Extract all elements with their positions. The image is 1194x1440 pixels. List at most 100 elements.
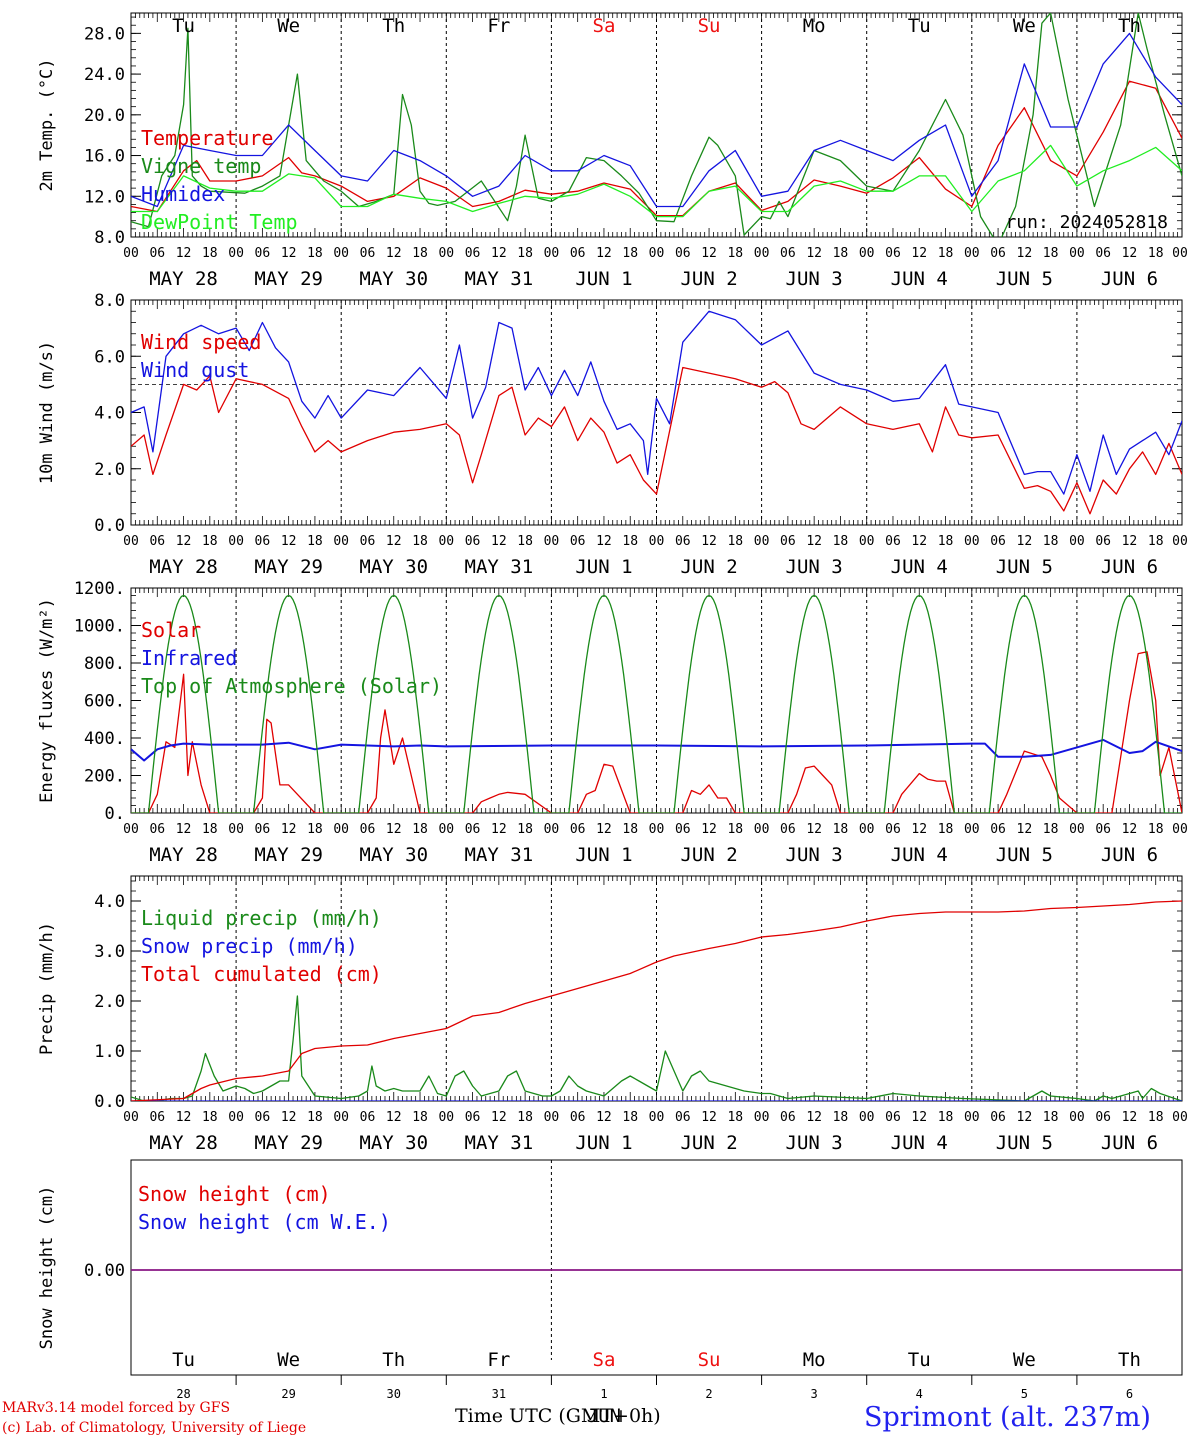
hour-label: 00 xyxy=(754,1110,770,1125)
series-line-top-of-atmosphere-solar- xyxy=(131,594,1182,813)
hour-label: 00 xyxy=(964,1110,980,1125)
hour-label: 06 xyxy=(570,534,586,549)
hour-label: 18 xyxy=(833,822,849,837)
energy-series-group xyxy=(131,594,1182,813)
hour-label: 18 xyxy=(307,534,323,549)
hour-label: 06 xyxy=(255,246,271,261)
hour-label: 12 xyxy=(281,246,297,261)
date-label: JUN 1 xyxy=(575,556,632,578)
legend-humidex: Humidex xyxy=(141,182,225,206)
date-label: JUN 2 xyxy=(680,844,737,866)
hour-label: 00 xyxy=(859,822,875,837)
day-number-label: 3 xyxy=(811,1387,818,1401)
legend-temperature: Temperature xyxy=(141,126,273,150)
y-tick-label: 4.0 xyxy=(94,404,125,424)
hour-label: 18 xyxy=(622,1110,638,1125)
hour-label: 18 xyxy=(517,246,533,261)
hour-label: 06 xyxy=(1095,1110,1111,1125)
date-label: JUN 6 xyxy=(1101,1132,1158,1154)
hour-label: 12 xyxy=(491,534,507,549)
hour-label: 12 xyxy=(701,534,717,549)
hour-label: 12 xyxy=(491,246,507,261)
weekday-label: Th xyxy=(382,1349,405,1371)
y-tick-label: 0.00 xyxy=(84,1261,125,1281)
weekday-label: Fr xyxy=(487,1349,510,1371)
hour-label: 18 xyxy=(622,246,638,261)
hour-label: 12 xyxy=(1017,534,1033,549)
hour-label: 18 xyxy=(517,822,533,837)
weekday-label: Tu xyxy=(172,1349,195,1371)
hour-label: 18 xyxy=(307,246,323,261)
precip-series-group xyxy=(131,900,1182,1101)
day-number-label: 30 xyxy=(387,1387,401,1401)
y-tick-label: 2.0 xyxy=(94,992,125,1012)
hour-label: 00 xyxy=(544,534,560,549)
hour-label: 06 xyxy=(149,1110,165,1125)
hour-label: 06 xyxy=(360,822,376,837)
temperature-series-group xyxy=(131,13,1182,237)
hour-label: 18 xyxy=(202,246,218,261)
hour-label: 00 xyxy=(964,534,980,549)
hour-label: 18 xyxy=(727,246,743,261)
hour-label: 00 xyxy=(754,246,770,261)
date-label: JUN 3 xyxy=(786,844,843,866)
hour-label: 06 xyxy=(465,246,481,261)
plot-frame xyxy=(130,587,1183,814)
hour-label: 12 xyxy=(596,534,612,549)
weekday-label: Tu xyxy=(172,15,195,37)
hour-label: 18 xyxy=(938,534,954,549)
hour-label: 00 xyxy=(438,246,454,261)
hour-label: 12 xyxy=(281,1110,297,1125)
hour-label: 00 xyxy=(859,246,875,261)
hour-label: 12 xyxy=(491,1110,507,1125)
date-label: MAY 29 xyxy=(254,268,323,290)
hour-label: 00 xyxy=(859,534,875,549)
hour-label: 06 xyxy=(675,534,691,549)
hour-label: 00 xyxy=(544,822,560,837)
series-line-wind-gust xyxy=(131,310,1182,495)
hour-label: 18 xyxy=(938,822,954,837)
hour-label: 18 xyxy=(833,246,849,261)
date-label: JUN 6 xyxy=(1101,268,1158,290)
hour-label: 00 xyxy=(544,246,560,261)
y-axis-title: Snow height (cm) xyxy=(37,1186,57,1350)
hour-label: 12 xyxy=(806,822,822,837)
hour-label: 18 xyxy=(622,822,638,837)
y-tick-label: 0. xyxy=(105,804,125,824)
weekday-label: Mo xyxy=(803,1349,826,1371)
hour-label: 12 xyxy=(1122,1110,1138,1125)
legend-snow-height-cm-w-e-: Snow height (cm W.E.) xyxy=(138,1210,391,1234)
weekday-label: Tu xyxy=(908,1349,931,1371)
hour-label: 12 xyxy=(1017,822,1033,837)
hour-label: 18 xyxy=(517,534,533,549)
series-line-dewpoint-temp xyxy=(131,144,1182,218)
hour-label: 00 xyxy=(228,1110,244,1125)
hour-label: 12 xyxy=(806,246,822,261)
hour-label: 18 xyxy=(1148,534,1164,549)
y-tick-label: 20.0 xyxy=(84,106,125,126)
hour-label: 00 xyxy=(228,246,244,261)
hour-label: 06 xyxy=(465,822,481,837)
hour-label: 06 xyxy=(1095,534,1111,549)
hour-label: 00 xyxy=(333,246,349,261)
time-axis-title: Time UTC (GMT+0h) xyxy=(455,1405,661,1427)
hour-label: 06 xyxy=(255,1110,271,1125)
hour-label: 18 xyxy=(833,534,849,549)
date-label: JUN 2 xyxy=(680,1132,737,1154)
hour-label: 12 xyxy=(281,534,297,549)
hour-label: 12 xyxy=(596,822,612,837)
hour-label: 18 xyxy=(307,1110,323,1125)
series-line-humidex xyxy=(131,32,1182,208)
hour-label: 00 xyxy=(1069,822,1085,837)
hour-label: 18 xyxy=(1043,1110,1059,1125)
day-number-label: 28 xyxy=(176,1387,190,1401)
date-label: MAY 30 xyxy=(359,268,428,290)
hour-label: 06 xyxy=(1095,246,1111,261)
date-label: MAY 31 xyxy=(465,844,534,866)
hour-label: 00 xyxy=(754,822,770,837)
hour-label: 18 xyxy=(412,822,428,837)
y-tick-label: 28.0 xyxy=(84,24,125,44)
hour-label: 00 xyxy=(1172,246,1188,261)
weekday-label: Mo xyxy=(803,15,826,37)
legend-top-of-atmosphere-solar-: Top of Atmosphere (Solar) xyxy=(141,674,442,698)
